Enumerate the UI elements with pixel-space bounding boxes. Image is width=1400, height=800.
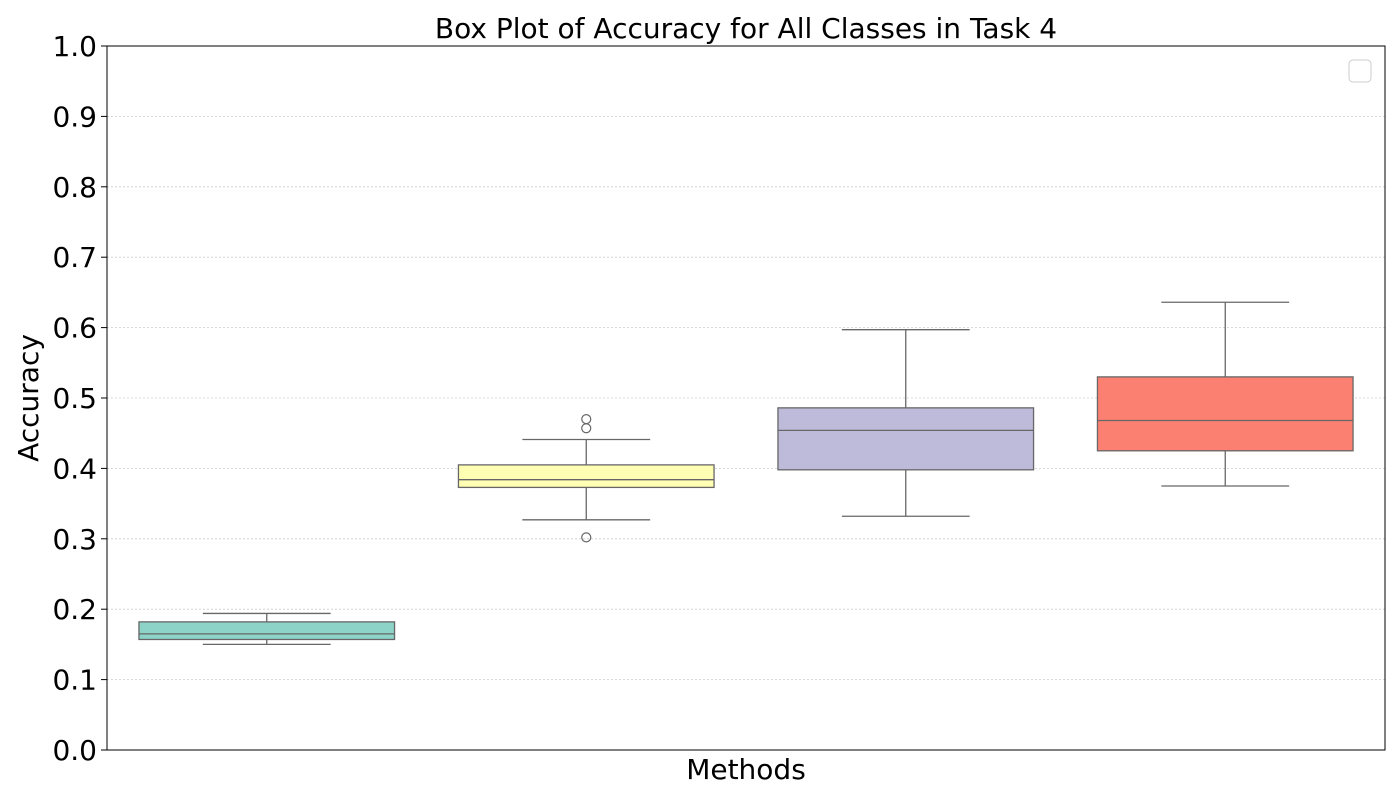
chart-title: Box Plot of Accuracy for All Classes in … bbox=[435, 12, 1057, 45]
y-tick-label: 0.6 bbox=[52, 312, 97, 345]
y-tick-label: 0.7 bbox=[52, 241, 97, 274]
box-group bbox=[1096, 301, 1354, 487]
outlier-point bbox=[581, 414, 592, 425]
y-tick-label: 0.9 bbox=[52, 100, 97, 133]
y-tick-label: 0.1 bbox=[52, 664, 97, 697]
y-tick-label: 0.2 bbox=[52, 593, 97, 626]
legend-box bbox=[1348, 59, 1372, 83]
outlier-point bbox=[581, 423, 592, 434]
box-iqr bbox=[457, 464, 715, 489]
y-tick-label: 0.4 bbox=[52, 452, 97, 485]
y-tick-layer: 0.0 0.1 0.2 0.3 0.4 0.5 0.6 0.7 0.8 0.9 1.0 bbox=[52, 30, 107, 767]
box-iqr bbox=[138, 621, 396, 641]
box-group bbox=[138, 612, 396, 646]
box-iqr bbox=[1096, 376, 1354, 452]
y-tick-label: 0.5 bbox=[52, 382, 97, 415]
x-axis-label: Methods bbox=[686, 753, 806, 786]
outlier-point bbox=[581, 532, 592, 543]
box-layer bbox=[138, 301, 1354, 646]
box-group bbox=[457, 414, 715, 543]
box-iqr bbox=[777, 407, 1035, 471]
y-tick-label: 0.3 bbox=[52, 523, 97, 556]
y-tick-label: 0.0 bbox=[52, 734, 97, 767]
box-group bbox=[777, 329, 1035, 517]
y-tick-label: 0.8 bbox=[52, 171, 97, 204]
y-tick-label: 1.0 bbox=[52, 30, 97, 63]
y-axis-label: Accuracy bbox=[12, 334, 45, 462]
